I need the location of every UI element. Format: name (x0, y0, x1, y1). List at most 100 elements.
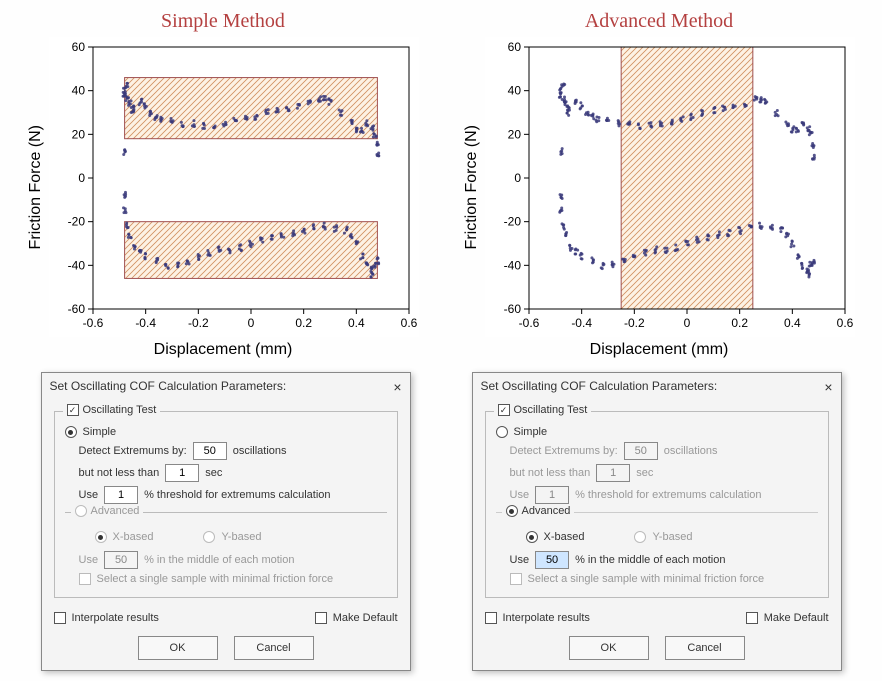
advanced-radio[interactable] (506, 505, 518, 517)
simple-radio[interactable] (65, 426, 77, 438)
svg-text:0.4: 0.4 (784, 316, 801, 330)
dialogs-row: Set Oscillating COF Calculation Paramete… (0, 362, 882, 681)
svg-text:-20: -20 (68, 215, 86, 229)
xlabel-right: Displacement (mm) (590, 341, 729, 359)
dialog-titlebar: Set Oscillating COF Calculation Paramete… (42, 373, 410, 401)
ybased-label: Y-based (221, 531, 261, 543)
svg-text:0.6: 0.6 (401, 316, 418, 330)
dialog-body: ✓ Oscillating Test Simple Detect Extremu… (473, 401, 841, 670)
svg-text:20: 20 (72, 127, 86, 141)
svg-text:0: 0 (684, 316, 691, 330)
single-sample-checkbox (79, 573, 91, 585)
make-default-label: Make Default (333, 612, 398, 624)
advanced-label: Advanced (91, 505, 140, 517)
sec-label: sec (636, 467, 653, 479)
svg-text:-0.2: -0.2 (624, 316, 645, 330)
single-sample-checkbox[interactable] (510, 573, 522, 585)
plot-right: -0.6-0.4-0.200.20.40.6-60-40-200204060 (485, 37, 855, 337)
detect-label: Detect Extremums by: (510, 445, 618, 457)
svg-text:-0.6: -0.6 (83, 316, 104, 330)
svg-text:-60: -60 (68, 302, 86, 316)
threshold-input[interactable] (104, 486, 138, 504)
chart-body-left: Friction Force (N) -0.6-0.4-0.200.20.40.… (27, 37, 419, 337)
svg-text:20: 20 (508, 127, 522, 141)
use-label-1: Use (510, 489, 530, 501)
oscillating-checkbox[interactable]: ✓ (498, 404, 510, 416)
plot-left: -0.6-0.4-0.200.20.40.6-60-40-200204060 (49, 37, 419, 337)
chart-title-left: Simple Method (161, 10, 285, 33)
threshold-input (535, 486, 569, 504)
svg-text:60: 60 (72, 40, 86, 54)
svg-text:-0.4: -0.4 (571, 316, 592, 330)
sec-label: sec (205, 467, 222, 479)
dialog-titlebar: Set Oscillating COF Calculation Paramete… (473, 373, 841, 401)
svg-text:-40: -40 (68, 258, 86, 272)
chart-right: Advanced Method Friction Force (N) -0.6-… (446, 10, 872, 362)
ok-button[interactable]: OK (569, 636, 649, 660)
oscillating-checkbox[interactable]: ✓ (67, 404, 79, 416)
simple-label: Simple (83, 426, 117, 438)
single-sample-label: Select a single sample with minimal fric… (528, 573, 765, 585)
ybased-radio (203, 531, 215, 543)
dialog-title: Set Oscillating COF Calculation Paramete… (481, 379, 718, 395)
dialog-title: Set Oscillating COF Calculation Paramete… (50, 379, 287, 395)
close-icon[interactable]: × (393, 379, 401, 395)
single-sample-label: Select a single sample with minimal fric… (97, 573, 334, 585)
dialog-left: Set Oscillating COF Calculation Paramete… (41, 372, 411, 671)
detect-input (624, 442, 658, 460)
advanced-radio[interactable] (75, 505, 87, 517)
detect-label: Detect Extremums by: (79, 445, 187, 457)
svg-text:0.4: 0.4 (348, 316, 365, 330)
advanced-section: Advanced X-based Y-based Use (65, 512, 387, 585)
threshold-label: % threshold for extremums calculation (144, 489, 330, 501)
xbased-radio[interactable] (526, 531, 538, 543)
ylabel-right: Friction Force (N) (463, 125, 481, 249)
threshold-label: % threshold for extremums calculation (575, 489, 761, 501)
simple-label: Simple (514, 426, 548, 438)
svg-text:-60: -60 (504, 302, 522, 316)
make-default-checkbox[interactable] (746, 612, 758, 624)
oscillating-label: Oscillating Test (514, 404, 588, 416)
middle-label: % in the middle of each motion (575, 554, 725, 566)
ylabel-left: Friction Force (N) (27, 125, 45, 249)
interpolate-label: Interpolate results (503, 612, 590, 624)
ybased-radio[interactable] (634, 531, 646, 543)
middle-input[interactable] (535, 551, 569, 569)
xbased-radio (95, 531, 107, 543)
simple-radio-row[interactable]: Simple (65, 426, 387, 438)
make-default-checkbox[interactable] (315, 612, 327, 624)
svg-text:-20: -20 (504, 215, 522, 229)
charts-row: Simple Method Friction Force (N) -0.6 -0.… (0, 0, 882, 362)
ok-button[interactable]: OK (138, 636, 218, 660)
but-not-less-label: but not less than (79, 467, 160, 479)
oscillating-label: Oscillating Test (83, 404, 157, 416)
close-icon[interactable]: × (824, 379, 832, 395)
svg-text:0.6: 0.6 (837, 316, 854, 330)
cancel-button[interactable]: Cancel (234, 636, 314, 660)
oscillating-group: ✓ Oscillating Test Simple Detect Extremu… (485, 411, 829, 598)
sec-input (596, 464, 630, 482)
use-label-2: Use (510, 554, 530, 566)
dialog-right: Set Oscillating COF Calculation Paramete… (472, 372, 842, 671)
svg-text:-40: -40 (504, 258, 522, 272)
oscillating-group: ✓ Oscillating Test Simple Detect Extremu… (54, 411, 398, 598)
oscillations-label: oscillations (233, 445, 287, 457)
chart-left: Simple Method Friction Force (N) -0.6 -0.… (10, 10, 436, 362)
svg-text:-0.4: -0.4 (135, 316, 156, 330)
but-not-less-label: but not less than (510, 467, 591, 479)
svg-text:0: 0 (514, 171, 521, 185)
oscillations-label: oscillations (664, 445, 718, 457)
svg-text:-0.6: -0.6 (519, 316, 540, 330)
simple-radio[interactable] (496, 426, 508, 438)
detect-input[interactable] (193, 442, 227, 460)
sec-input[interactable] (165, 464, 199, 482)
advanced-section: Advanced X-based Y-based Use (496, 512, 818, 585)
cancel-button[interactable]: Cancel (665, 636, 745, 660)
svg-text:0: 0 (248, 316, 255, 330)
xbased-label: X-based (544, 531, 585, 543)
svg-text:60: 60 (508, 40, 522, 54)
interpolate-checkbox[interactable] (485, 612, 497, 624)
simple-radio-row[interactable]: Simple (496, 426, 818, 438)
interpolate-checkbox[interactable] (54, 612, 66, 624)
interpolate-label: Interpolate results (72, 612, 159, 624)
